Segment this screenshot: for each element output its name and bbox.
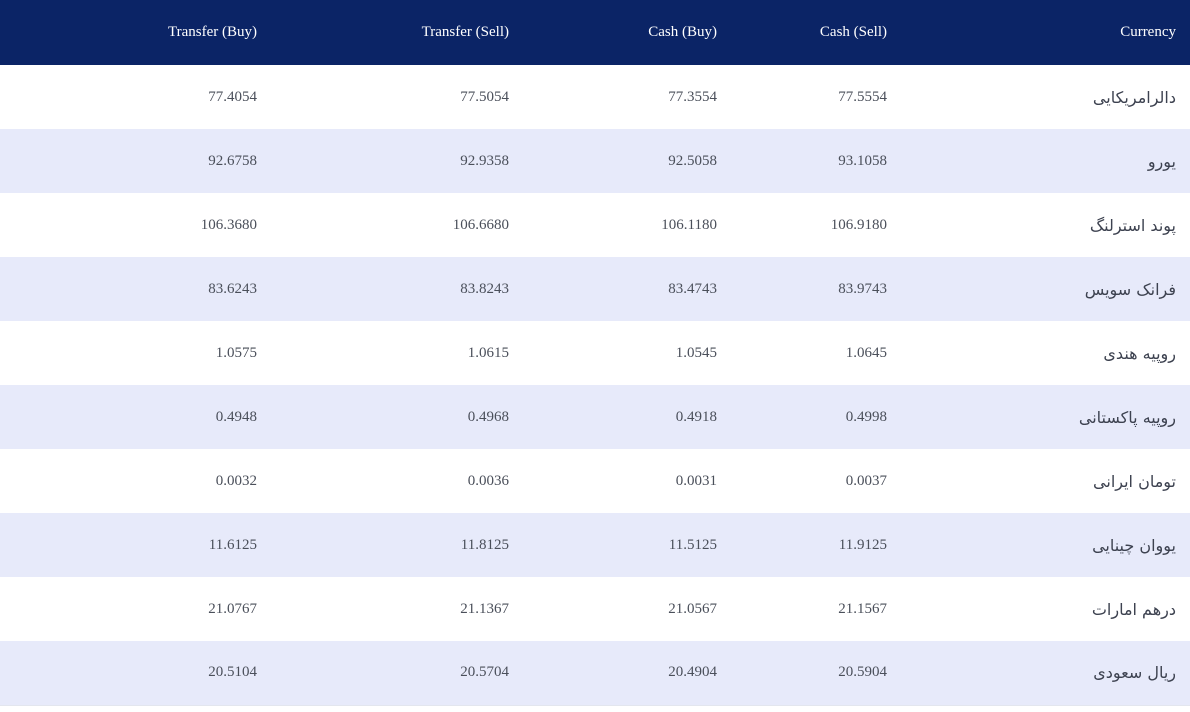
- currency-name: روپیه هندی: [1103, 343, 1176, 363]
- currency-name: یورو: [1147, 151, 1176, 171]
- transfer-buy-value: 92.6758: [208, 152, 257, 169]
- table-row: ریال سعودی 20.5904 20.4904 20.5704 20.51…: [0, 641, 1190, 705]
- cash-buy-value: 21.0567: [668, 600, 717, 617]
- cash-sell-value: 21.1567: [838, 600, 887, 617]
- table-row: تومان ایرانی 0.0037 0.0031 0.0036 0.0032: [0, 449, 1190, 513]
- cash-buy-value: 11.5125: [668, 536, 717, 553]
- cash-sell-value: 0.0037: [845, 472, 887, 489]
- cash-sell-value: 20.5904: [838, 664, 887, 681]
- header-transfer-sell: Transfer (Sell): [421, 24, 509, 40]
- cash-buy-value: 106.1180: [661, 216, 717, 233]
- transfer-buy-value: 0.0032: [215, 472, 257, 489]
- table-row: یووان چینایی 11.9125 11.5125 11.8125 11.…: [0, 513, 1190, 577]
- transfer-sell-value: 11.8125: [460, 536, 509, 553]
- header-cash-buy: Cash (Buy): [648, 24, 717, 40]
- transfer-buy-value: 11.6125: [208, 536, 257, 553]
- table-row: یورو 93.1058 92.5058 92.9358 92.6758: [0, 129, 1190, 193]
- transfer-buy-value: 1.0575: [215, 344, 257, 361]
- currency-name: پوند استرلنگ: [1089, 215, 1176, 235]
- cash-sell-value: 106.9180: [830, 216, 887, 233]
- header-currency: Currency: [1120, 24, 1176, 40]
- table-row: دالرامریکایی 77.5554 77.3554 77.5054 77.…: [0, 65, 1190, 129]
- cash-buy-value: 92.5058: [668, 152, 717, 169]
- transfer-sell-value: 20.5704: [460, 664, 509, 681]
- transfer-sell-value: 106.6680: [452, 216, 509, 233]
- transfer-sell-value: 83.8243: [460, 280, 509, 297]
- cash-buy-value: 0.0031: [675, 472, 717, 489]
- transfer-sell-value: 77.5054: [460, 88, 509, 105]
- table-row: فرانک سویس 83.9743 83.4743 83.8243 83.62…: [0, 257, 1190, 321]
- currency-name: درهم امارات: [1091, 599, 1176, 619]
- cash-buy-value: 83.4743: [668, 280, 717, 297]
- transfer-sell-value: 92.9358: [460, 152, 509, 169]
- currency-name: فرانک سویس: [1084, 279, 1176, 299]
- header-transfer-buy: Transfer (Buy): [167, 24, 257, 40]
- transfer-sell-value: 0.4968: [467, 408, 509, 425]
- currency-name: تومان ایرانی: [1093, 471, 1176, 491]
- cash-buy-value: 0.4918: [675, 408, 717, 425]
- transfer-buy-value: 77.4054: [208, 88, 257, 105]
- transfer-sell-value: 1.0615: [467, 344, 509, 361]
- cash-sell-value: 93.1058: [838, 152, 887, 169]
- header-row: Currency Cash (Sell) Cash (Buy) Transfer…: [0, 0, 1190, 65]
- table-row: درهم امارات 21.1567 21.0567 21.1367 21.0…: [0, 577, 1190, 641]
- cash-buy-value: 1.0545: [675, 344, 717, 361]
- table-row: روپیه هندی 1.0645 1.0545 1.0615 1.0575: [0, 321, 1190, 385]
- cash-sell-value: 77.5554: [838, 88, 887, 105]
- transfer-sell-value: 0.0036: [467, 472, 509, 489]
- table-row: پوند استرلنگ 106.9180 106.1180 106.6680 …: [0, 193, 1190, 257]
- cash-sell-value: 0.4998: [845, 408, 887, 425]
- table-body: دالرامریکایی 77.5554 77.3554 77.5054 77.…: [0, 65, 1190, 705]
- cash-sell-value: 83.9743: [838, 280, 887, 297]
- transfer-sell-value: 21.1367: [460, 600, 509, 617]
- transfer-buy-value: 83.6243: [208, 280, 257, 297]
- currency-name: دالرامریکایی: [1092, 87, 1176, 107]
- cash-buy-value: 20.4904: [668, 664, 717, 681]
- table-row: روپیه پاکستانی 0.4998 0.4918 0.4968 0.49…: [0, 385, 1190, 449]
- cash-buy-value: 77.3554: [668, 88, 717, 105]
- table-header: Currency Cash (Sell) Cash (Buy) Transfer…: [0, 0, 1190, 65]
- currency-name: روپیه پاکستانی: [1078, 407, 1176, 427]
- currency-name: یووان چینایی: [1092, 535, 1176, 555]
- cash-sell-value: 11.9125: [838, 536, 887, 553]
- currency-name: ریال سعودی: [1093, 663, 1176, 683]
- transfer-buy-value: 0.4948: [215, 408, 257, 425]
- transfer-buy-value: 106.3680: [200, 216, 257, 233]
- transfer-buy-value: 20.5104: [208, 664, 257, 681]
- header-cash-sell: Cash (Sell): [819, 24, 887, 40]
- cash-sell-value: 1.0645: [845, 344, 887, 361]
- transfer-buy-value: 21.0767: [208, 600, 257, 617]
